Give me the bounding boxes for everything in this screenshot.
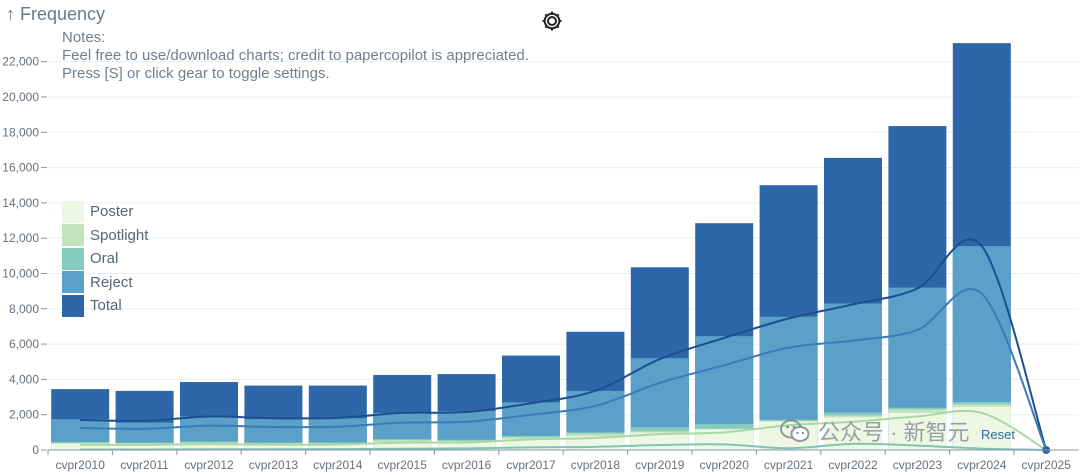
legend-label: Poster <box>90 203 134 221</box>
y-tick-label: 8,000 <box>9 302 39 316</box>
y-tick-label: 16,000 <box>2 161 39 175</box>
line-reject <box>80 288 1048 451</box>
y-axis-ticks: 0 2,000 4,000 6,000 8,000 10,000 12,000 14,000 1… <box>2 55 47 457</box>
notes-line-credit: Feel free to use/download charts; credit… <box>62 47 529 64</box>
y-tick-label: 14,000 <box>2 196 39 210</box>
y-tick-label: 4,000 <box>9 372 39 386</box>
y-tick-label: 18,000 <box>2 125 39 139</box>
x-tick-label: cvpr2014 <box>313 458 363 472</box>
notes-panel: Notes: Feel free to use/download charts;… <box>62 29 529 83</box>
line-oral <box>80 442 1047 451</box>
legend-item-reject[interactable]: Reject <box>62 271 148 295</box>
legend: Poster Spotlight Oral Reject Total <box>62 200 148 318</box>
legend-swatch <box>62 247 84 270</box>
y-axis-title: ↑ Frequency <box>6 4 105 25</box>
x-tick-label: cvpr2023 <box>893 458 943 472</box>
legend-label: Total <box>90 297 122 315</box>
legend-swatch <box>62 271 84 294</box>
y-tick-label: 12,000 <box>2 231 39 245</box>
bar-poster[interactable] <box>308 444 367 450</box>
bar-poster[interactable] <box>115 444 174 450</box>
y-axis-label: Frequency <box>20 4 106 24</box>
legend-label: Oral <box>90 250 119 268</box>
x-tick-label: cvpr2020 <box>700 458 750 472</box>
y-tick-label: 22,000 <box>2 55 39 69</box>
bar-poster[interactable] <box>180 443 238 450</box>
bars <box>51 43 1011 451</box>
x-tick-label: cvpr2010 <box>56 458 106 472</box>
x-tick-label: cvpr2018 <box>571 458 621 472</box>
bar-poster[interactable] <box>437 441 496 450</box>
legend-item-spotlight[interactable]: Spotlight <box>62 224 148 248</box>
watermark-text: 公众号 · 新智元 <box>818 420 970 445</box>
line-poster <box>80 409 1047 451</box>
x-tick-label: cvpr2024 <box>957 458 1007 472</box>
wechat-icon <box>780 419 810 442</box>
y-tick-label: 2,000 <box>9 408 39 422</box>
x-tick-label: cvpr2017 <box>506 458 556 472</box>
bar-poster[interactable] <box>51 443 110 450</box>
legend-item-total[interactable]: Total <box>62 294 148 318</box>
y-tick-label: 20,000 <box>2 90 39 104</box>
bar-poster[interactable] <box>502 438 560 450</box>
legend-item-poster[interactable]: Poster <box>62 200 148 224</box>
x-tick-label: cvpr2022 <box>828 458 878 472</box>
watermark: 公众号 · 新智元 <box>780 415 970 447</box>
bar-poster[interactable] <box>373 442 432 450</box>
x-tick-label: cvpr2012 <box>184 458 234 472</box>
x-tick-label: cvpr2015 <box>378 458 428 472</box>
legend-swatch <box>62 224 84 247</box>
x-tick-label: cvpr2021 <box>764 458 814 472</box>
legend-swatch <box>62 200 84 223</box>
trend-lines <box>80 238 1051 454</box>
gear-icon[interactable] <box>541 10 563 32</box>
x-tick-label: cvpr2019 <box>635 458 685 472</box>
x-axis: cvpr2010 cvpr2011 cvpr2012 cvpr2013 cvpr2014… <box>47 449 1079 472</box>
line-total <box>80 238 1048 451</box>
x-tick-label: cvpr2011 <box>120 458 169 472</box>
legend-label: Spotlight <box>90 226 149 244</box>
reset-button[interactable]: Reset <box>981 427 1015 442</box>
legend-swatch <box>62 294 84 317</box>
y-tick-label: 0 <box>32 443 39 457</box>
legend-item-oral[interactable]: Oral <box>62 247 148 271</box>
x-tick-label: cvpr2025 <box>1022 458 1072 472</box>
legend-label: Reject <box>90 273 133 291</box>
y-tick-label: 6,000 <box>9 337 39 351</box>
x-tick-label: cvpr2013 <box>249 458 299 472</box>
notes-title: Notes: <box>62 29 106 46</box>
up-arrow-icon: ↑ <box>6 4 15 24</box>
notes-line-settings: Press [S] or click gear to toggle settin… <box>62 65 330 82</box>
y-tick-label: 10,000 <box>2 266 39 280</box>
x-tick-label: cvpr2016 <box>442 458 492 472</box>
bar-poster[interactable] <box>244 444 303 450</box>
